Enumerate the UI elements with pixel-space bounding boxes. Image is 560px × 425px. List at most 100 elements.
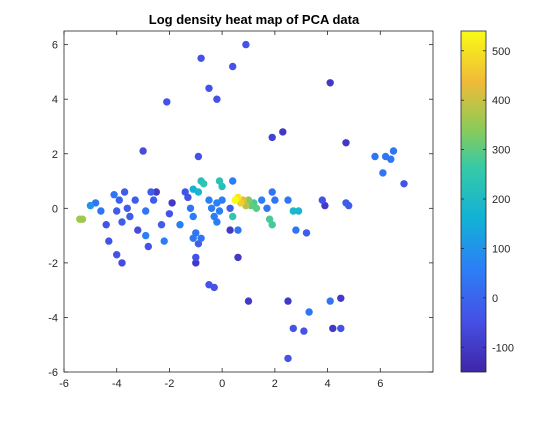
scatter-point xyxy=(229,177,237,185)
scatter-point xyxy=(97,207,105,215)
scatter-point xyxy=(326,297,334,305)
scatter-point xyxy=(218,196,226,204)
chart-title: Log density heat map of PCA data xyxy=(149,12,360,27)
scatter-point xyxy=(279,128,287,136)
scatter-point xyxy=(400,180,408,188)
scatter-point xyxy=(110,191,118,199)
scatter-point xyxy=(189,212,197,221)
scatter-point xyxy=(194,240,203,248)
scatter-point xyxy=(215,177,224,185)
scatter-point xyxy=(197,54,205,62)
scatter-point xyxy=(118,259,126,267)
scatter-point xyxy=(126,212,134,221)
y-tick-label: 6 xyxy=(52,40,58,52)
scatter-point xyxy=(194,152,203,161)
scatter-point xyxy=(244,196,253,204)
scatter-point xyxy=(229,212,237,221)
scatter-point xyxy=(160,237,168,245)
scatter-point xyxy=(176,221,184,229)
scatter-point xyxy=(86,201,95,210)
scatter-point xyxy=(213,95,221,103)
scatter-point xyxy=(113,207,121,215)
colorbar: -100 0 100 200 300 400 500 xyxy=(460,30,514,373)
scatter-point xyxy=(142,231,150,240)
scatter-point xyxy=(184,193,192,202)
colorbar-tick-label: 400 xyxy=(492,95,510,107)
scatter-point xyxy=(244,297,253,305)
colorbar-tick-label: 100 xyxy=(492,243,510,255)
scatter-point xyxy=(229,62,237,71)
scatter-point xyxy=(345,201,353,210)
scatter-point xyxy=(326,79,334,87)
scatter-point xyxy=(210,212,218,221)
scatter-point xyxy=(300,327,308,335)
axes-frame xyxy=(63,30,434,373)
scatter-point xyxy=(207,204,216,212)
scatter-point xyxy=(268,133,276,142)
scatter-point xyxy=(252,204,261,212)
x-tick-label: -2 xyxy=(165,378,175,390)
scatter-point xyxy=(318,196,326,204)
scatter-point xyxy=(226,204,234,212)
scatter-point xyxy=(163,98,171,106)
scatter-point xyxy=(118,218,126,226)
y-tick-label: 2 xyxy=(52,149,58,161)
scatter-point xyxy=(329,324,337,333)
scatter-point xyxy=(168,199,176,207)
y-tick-label: -6 xyxy=(48,367,58,379)
scatter-point xyxy=(284,196,292,204)
scatter-point xyxy=(192,259,200,267)
scatter-point xyxy=(387,155,395,163)
scatter-point xyxy=(268,221,276,229)
scatter-point xyxy=(213,218,221,226)
colorbar-tick-label: 300 xyxy=(492,145,510,157)
y-tick-label: 4 xyxy=(52,94,58,106)
scatter-point xyxy=(258,196,266,204)
y-tick-label: -2 xyxy=(48,258,58,270)
scatter-point xyxy=(321,201,329,210)
scatter-point xyxy=(186,204,195,212)
scatter-point xyxy=(165,210,174,218)
scatter-point xyxy=(215,207,224,215)
scatter-point xyxy=(157,221,166,229)
scatter-point xyxy=(205,84,213,93)
scatter-point xyxy=(234,226,242,234)
scatter-point xyxy=(123,204,131,212)
x-tick-label: -6 xyxy=(59,378,69,390)
scatter-point xyxy=(197,234,205,242)
scatter-point xyxy=(147,188,155,196)
scatter-point xyxy=(389,147,398,155)
scatter-point xyxy=(292,226,300,234)
scatter-point xyxy=(194,188,203,196)
scatter-point xyxy=(284,297,292,305)
scatter-point xyxy=(302,229,311,237)
scatter-points xyxy=(76,40,408,363)
colorbar-tick-label: 0 xyxy=(492,293,498,305)
scatter-point xyxy=(139,147,147,155)
y-tick-label: -4 xyxy=(48,312,58,324)
scatter-point xyxy=(234,253,242,262)
scatter-point xyxy=(131,196,139,204)
x-tick-label: 0 xyxy=(219,378,225,390)
scatter-point xyxy=(305,308,313,316)
scatter-point xyxy=(337,324,345,333)
scatter-point xyxy=(210,283,218,292)
x-tick-label: 2 xyxy=(272,378,278,390)
scatter-point xyxy=(192,253,200,262)
scatter-point xyxy=(337,294,345,302)
scatter-point xyxy=(265,215,274,223)
colorbar-gradient xyxy=(460,30,487,373)
scatter-point xyxy=(120,188,129,196)
scatter-point xyxy=(218,182,226,191)
x-tick-label: -4 xyxy=(112,378,122,390)
scatter-point xyxy=(231,196,239,204)
scatter-point xyxy=(268,188,276,196)
scatter-point xyxy=(134,226,142,234)
scatter-point xyxy=(78,215,87,223)
scatter-point xyxy=(271,196,279,204)
x-tick-label: 6 xyxy=(377,378,383,390)
scatter-point xyxy=(289,207,297,215)
scatter-point xyxy=(294,207,303,215)
